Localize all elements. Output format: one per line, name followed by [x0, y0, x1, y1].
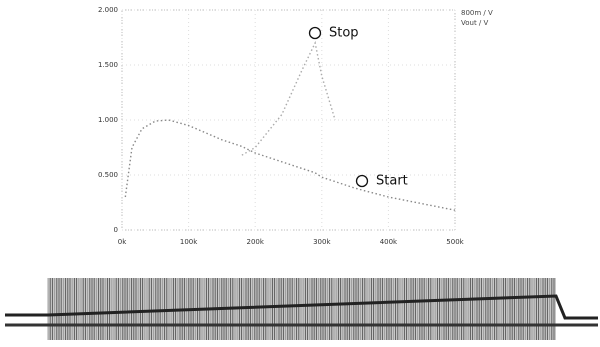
- legend-entry: Vout / V: [461, 19, 489, 27]
- waveform: [5, 278, 598, 340]
- y-tick-label: 0: [114, 226, 118, 234]
- x-tick-label: 0k: [118, 238, 127, 246]
- y-tick-label: 1.500: [98, 61, 118, 69]
- y-tick-label: 1.000: [98, 116, 118, 124]
- x-tick-label: 300k: [313, 238, 331, 246]
- y-tick-label: 2.000: [98, 6, 118, 14]
- annotation: Start: [376, 174, 408, 189]
- chart: 0 0.500 1.000 1.500 2.000 0k 100k 200k 300k 400k 5…: [0, 0, 600, 347]
- legend-entry: 800m / V: [461, 9, 493, 17]
- x-tick-label: 200k: [246, 238, 264, 246]
- x-tick-label: 400k: [380, 238, 398, 246]
- x-tick-label: 500k: [446, 238, 464, 246]
- x-tick-label: 100k: [180, 238, 198, 246]
- waveform-band: [48, 278, 556, 340]
- annotation: Stop: [329, 26, 359, 41]
- y-tick-label: 0.500: [98, 171, 118, 179]
